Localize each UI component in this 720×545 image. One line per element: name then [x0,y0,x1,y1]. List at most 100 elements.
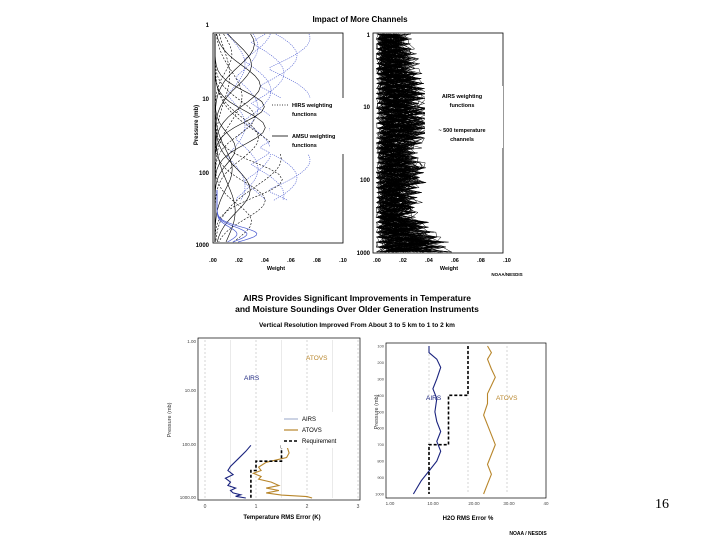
left-xtick-10: .10 [339,258,347,264]
amsu-curve [214,34,282,243]
temp-xtick-1: 1 [255,504,258,510]
h2o-ytick: 400 [377,393,384,398]
left-ytick-100: 100 [199,171,210,177]
water-vapor-error-chart: 100 200 300 400 500 600 700 800 900 1000 1.00 10.… [374,342,549,522]
h2o-ylabel: Pressure (mb) [374,394,380,429]
temp-ytick-1000: 1000.00 [180,495,197,500]
temp-series-atovs [251,445,313,499]
h2o-series-airs [412,346,442,495]
airs-annotation-1: AIRS weighting [442,94,482,100]
temp-series-airs [224,444,252,499]
page-number: 16 [655,497,669,512]
airs-curve [377,33,419,253]
airs-weighting-panel: 1 10 100 1000 .00 .02 .04 .06 .08 .10 We… [357,32,511,272]
airs-curve [376,33,452,253]
airs-curve [376,33,451,253]
right-xtick-04: .04 [425,258,434,264]
h2o-ytick: 600 [377,426,384,431]
airs-curve [376,33,441,253]
hirs-curve [250,33,285,201]
left-ylabel: Pressure (mb) [194,105,200,145]
h2o-xtick-30: 30.00 [503,501,515,506]
right-xlabel: Weight [440,266,458,272]
right-ytick-1: 1 [367,33,371,39]
h2o-ytick: 900 [377,475,384,480]
legend-hirs-label: HIRS weighting [292,103,332,109]
temperature-error-chart: 1.00 10.00 100.00 1000.00 0 1 2 3 Temper… [167,337,361,521]
legend-amsu-label: AMSU weighting [292,134,335,140]
right-ytick-1000: 1000 [357,251,371,257]
h2o-xtick-10: 10.00 [427,501,439,506]
temp-xtick-2: 2 [306,504,309,510]
h2o-gridlines [428,346,508,494]
airs-annotation-2: ~ 500 temperature [438,128,485,134]
left-legend-bg [270,98,348,154]
amsu-curve [214,34,259,242]
amsu-curve [214,34,253,243]
h2o-atovs-label: ATOVS [496,395,518,402]
weighting-curves-right [375,33,453,253]
h2o-ytick: 300 [377,376,384,381]
hirs-amsu-panel: 1 10 100 1000 .00 .02 .04 .06 .08 .10 We… [194,23,348,272]
airs-annotation-2b: channels [450,137,474,143]
hirs-curve-low [216,190,238,243]
weighting-curves-left [214,33,311,243]
h2o-xlabel: H2O RMS Error % [443,516,494,522]
h2o-xtick-40: 40 [543,501,549,506]
temp-xtick-3: 3 [357,504,360,510]
temp-ytick-10: 10.00 [185,388,197,393]
temp-xtick-0: 0 [204,504,207,510]
legend-atovs-label: ATOVS [302,428,322,434]
left-ytick-1: 1 [206,23,210,29]
hirs-curve [259,33,298,201]
legend-hirs-label-2: functions [292,112,317,118]
temp-ytick-1: 1.00 [187,339,196,344]
h2o-xtick-1: 1.00 [386,501,395,506]
bottom-heading-2: and Moisture Soundings Over Older Genera… [235,304,479,314]
airs-curve [376,33,433,253]
legend-requirement-label: Requirement [302,439,337,445]
h2o-series-lines [412,345,496,495]
airs-curve [375,33,431,253]
left-xtick-04: .04 [261,258,270,264]
left-xtick-08: .08 [313,258,321,264]
hirs-curve [269,33,311,201]
h2o-ytick: 500 [377,409,384,414]
temp-series-requirement [250,445,283,498]
legend-amsu-label-2: functions [292,143,317,149]
h2o-xtick-20: 20.00 [468,501,480,506]
temp-xlabel: Temperature RMS Error (K) [243,515,320,521]
right-xtick-06: .06 [451,258,459,264]
h2o-ytick: 800 [377,459,384,464]
right-ytick-10: 10 [363,105,370,111]
left-ytick-10: 10 [202,97,209,103]
right-ytick-100: 100 [360,178,371,184]
h2o-ytick: 100 [377,344,384,349]
temp-atovs-label: ATOVS [306,355,328,362]
bottom-subheading: Vertical Resolution Improved From About … [259,322,455,329]
left-ytick-1000: 1000 [196,243,210,249]
left-xtick-06: .06 [287,258,295,264]
h2o-ytick: 1000 [375,492,385,497]
right-xtick-00: .00 [373,258,381,264]
h2o-airs-label: AIRS [426,395,442,402]
h2o-ytick: 700 [377,442,384,447]
bottom-heading-1: AIRS Provides Significant Improvements i… [243,293,471,303]
h2o-series-atovs [483,345,496,495]
airs-curve [376,33,449,253]
temp-ytick-100: 100.00 [182,442,196,447]
airs-curve [375,33,426,253]
hirs-curve [226,33,246,201]
h2o-series-requirement [428,346,469,494]
hirs-curve [235,33,259,201]
h2o-ytick: 200 [377,360,384,365]
temp-ylabel: Pressure (mb) [167,402,173,437]
amsu-curve [214,34,266,243]
h2o-y-tick-labels: 100 200 300 400 500 600 700 800 900 1000 [375,344,385,497]
amsu-curve [214,34,236,243]
left-xtick-00: .00 [209,258,217,264]
airs-curve [379,33,421,253]
left-xlabel: Weight [267,266,285,272]
h2o-plot-frame [385,342,547,499]
